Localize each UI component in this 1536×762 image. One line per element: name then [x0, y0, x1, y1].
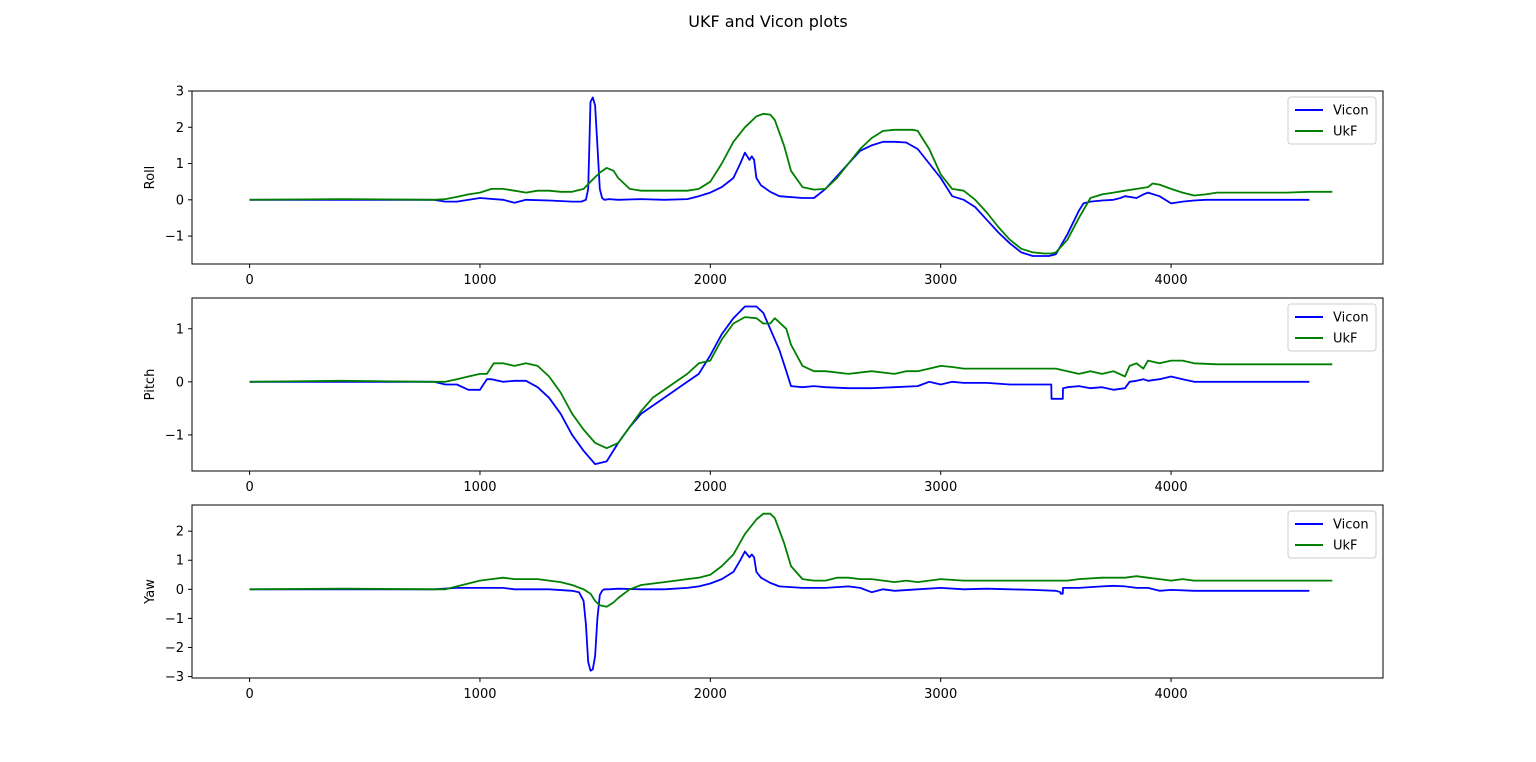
- y-tick-label: −2: [165, 641, 184, 656]
- x-tick-label: 3000: [924, 273, 957, 288]
- x-tick-label: 1000: [463, 687, 496, 702]
- x-tick-label: 2000: [694, 273, 727, 288]
- legend: Vicon UkF: [1287, 303, 1377, 352]
- axes-frame: [191, 90, 1384, 265]
- series-line-vicon: [249, 550, 1310, 672]
- x-tick-label: 1000: [463, 480, 496, 495]
- x-tick-label: 2000: [694, 480, 727, 495]
- y-tick-label: 0: [176, 193, 184, 208]
- y-tick-label: −1: [165, 612, 184, 627]
- y-tick-label: 0: [176, 583, 184, 598]
- subplot-pitch: 0 1000 2000 3000 4000 −1 0 1 Pitch Vicon UkF: [143, 297, 1384, 495]
- x-tick-label: 4000: [1155, 480, 1188, 495]
- x-tick-label: 2000: [694, 687, 727, 702]
- x-tick-label: 0: [245, 480, 253, 495]
- y-axis-label: Roll: [143, 166, 158, 190]
- subplot-roll: 0 1000 2000 3000 4000 −1 0 1 2 3 Roll Vicon UkF: [143, 85, 1384, 288]
- legend-label: UkF: [1333, 125, 1358, 140]
- legend: Vicon UkF: [1287, 510, 1377, 559]
- figure-title: UKF and Vicon plots: [688, 12, 848, 31]
- series-line-vicon: [249, 96, 1310, 257]
- legend-label: Vicon: [1333, 518, 1369, 533]
- series-line-ukf: [249, 512, 1333, 608]
- y-axis-label: Yaw: [143, 579, 158, 605]
- y-tick-label: 3: [176, 85, 184, 100]
- legend-label: Vicon: [1333, 311, 1369, 326]
- y-tick-label: 2: [176, 121, 184, 136]
- axes-frame: [191, 297, 1384, 472]
- series-line-vicon: [249, 305, 1310, 466]
- x-tick-label: 4000: [1155, 273, 1188, 288]
- subplot-yaw: 0 1000 2000 3000 4000 −3 −2 −1 0 1 2 Yaw Vicon UkF: [143, 504, 1384, 702]
- legend-label: Vicon: [1333, 104, 1369, 119]
- series-line-ukf: [249, 316, 1333, 450]
- y-tick-label: 0: [176, 375, 184, 390]
- y-tick-label: 2: [176, 525, 184, 540]
- y-tick-label: 1: [176, 322, 184, 337]
- y-tick-label: −3: [165, 670, 184, 685]
- y-tick-label: 1: [176, 554, 184, 569]
- y-tick-label: −1: [165, 428, 184, 443]
- x-tick-label: 0: [245, 687, 253, 702]
- legend: Vicon UkF: [1287, 96, 1377, 145]
- x-tick-label: 1000: [463, 273, 496, 288]
- legend-label: UkF: [1333, 539, 1358, 554]
- x-tick-label: 4000: [1155, 687, 1188, 702]
- y-tick-label: 1: [176, 157, 184, 172]
- axes-frame: [191, 504, 1384, 679]
- series-line-ukf: [249, 112, 1333, 255]
- legend-label: UkF: [1333, 332, 1358, 347]
- y-axis-label: Pitch: [143, 369, 158, 401]
- x-tick-label: 3000: [924, 480, 957, 495]
- x-tick-label: 0: [245, 273, 253, 288]
- x-tick-label: 3000: [924, 687, 957, 702]
- y-tick-label: −1: [165, 230, 184, 245]
